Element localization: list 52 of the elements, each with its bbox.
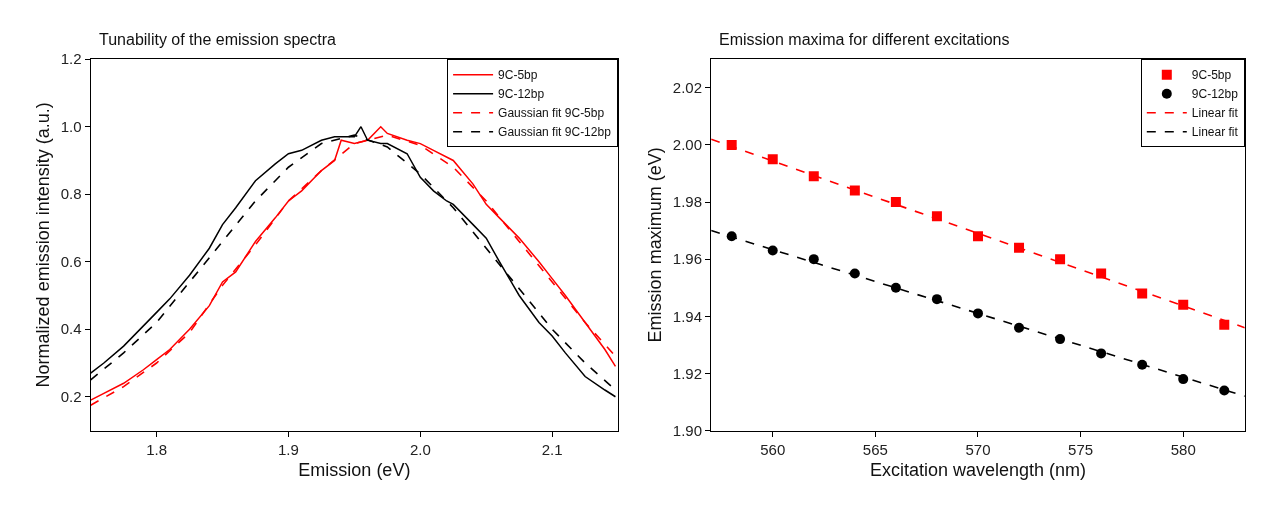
- legend-label: Gaussian fit 9C-12bp: [498, 125, 612, 140]
- legend-label: 9C-5bp: [498, 68, 538, 83]
- legend-label: Linear fit: [1191, 125, 1239, 140]
- x-tick-label: 560: [760, 440, 786, 458]
- x-tick-label: 1.9: [278, 440, 299, 458]
- y-tick-label: 1.90: [672, 421, 703, 439]
- point: [767, 245, 778, 256]
- legend-label: Gaussian fit 9C-5bp: [498, 106, 605, 121]
- chart-title: Emission maxima for different excitations: [719, 31, 1010, 48]
- x-axis-title: Emission (eV): [298, 459, 411, 480]
- point: [890, 282, 901, 293]
- point: [1096, 268, 1107, 279]
- y-axis-title: Normalized emission intensity (a.u.): [32, 102, 53, 388]
- x-tick-label: 2.1: [541, 440, 563, 458]
- y-axis-title: Emission maximum (eV): [645, 147, 666, 343]
- point: [1014, 322, 1025, 333]
- y-tick-label: 1.96: [672, 250, 703, 268]
- x-tick-label: 1.8: [146, 440, 168, 458]
- y-tick-label: 1.98: [672, 193, 703, 211]
- x-tick-label: 570: [965, 440, 991, 458]
- legend-label: 9C-12bp: [498, 87, 545, 102]
- x-axis-title: Excitation wavelength (nm): [869, 459, 1087, 480]
- y-tick-label: 2.02: [672, 79, 703, 97]
- point: [890, 197, 901, 208]
- point: [808, 254, 819, 265]
- y-tick-label: 1.92: [672, 364, 703, 382]
- point: [1055, 254, 1066, 265]
- y-tick-label: 1.0: [60, 117, 82, 135]
- legend-label: 9C-12bp: [1191, 87, 1239, 102]
- y-tick-label: 2.00: [672, 136, 703, 154]
- x-tick-label: 565: [862, 440, 888, 458]
- point: [1219, 319, 1230, 330]
- point: [849, 185, 860, 196]
- chart-title: Tunability of the emission spectra: [99, 31, 336, 48]
- y-tick-label: 0.8: [60, 185, 82, 203]
- y-tick-label: 0.4: [60, 320, 82, 338]
- x-tick-label: 2.0: [409, 440, 431, 458]
- point: [972, 308, 983, 319]
- x-tick-label: 580: [1170, 440, 1196, 458]
- point: [1178, 299, 1189, 310]
- y-tick-label: 0.2: [60, 388, 82, 406]
- point: [1219, 385, 1230, 396]
- point: [1178, 374, 1189, 385]
- y-tick-label: 0.6: [60, 252, 82, 270]
- y-tick-label: 1.2: [60, 50, 82, 68]
- legend-label: Linear fit: [1191, 106, 1239, 121]
- point: [767, 154, 778, 165]
- point: [1096, 348, 1107, 359]
- point: [972, 231, 983, 242]
- x-tick-label: 575: [1068, 440, 1094, 458]
- y-tick-label: 1.94: [672, 307, 703, 325]
- legend-label: 9C-5bp: [1191, 68, 1232, 83]
